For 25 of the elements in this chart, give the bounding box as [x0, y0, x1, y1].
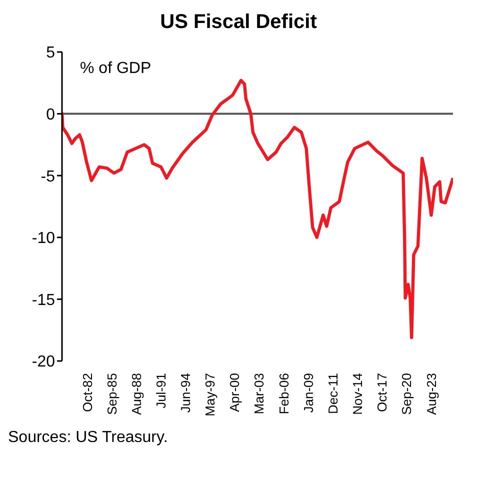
x-tick-label: Oct-82 — [80, 373, 95, 412]
source-note: Sources: US Treasury. — [8, 428, 169, 448]
x-tick-label: Aug-23 — [424, 373, 439, 415]
x-tick-label: Feb-06 — [276, 373, 292, 414]
y-tick-label: 0 — [46, 106, 56, 124]
y-tick-label: 5 — [46, 44, 56, 62]
y-tick-label: -5 — [40, 168, 56, 186]
y-tick-label: -10 — [32, 230, 56, 248]
x-tick-label: Jul-91 — [153, 373, 168, 408]
y-axis-title: % of GDP — [80, 60, 152, 78]
x-tick-label: Nov-14 — [350, 373, 366, 415]
x-tick-label: Aug-88 — [128, 373, 144, 415]
x-tick-label: May-97 — [202, 373, 218, 416]
x-tick-label: Jun-94 — [178, 373, 194, 413]
x-tick-label: Dec-11 — [325, 373, 340, 414]
y-tick-label: -20 — [32, 354, 56, 371]
chart-title: US Fiscal Deficit — [159, 10, 318, 35]
y-tick-label: -15 — [32, 292, 56, 309]
x-tick-label: Oct-17 — [374, 373, 390, 412]
x-tick-label: Jan-09 — [300, 373, 316, 413]
x-tick-label: Sep-20 — [399, 373, 414, 415]
x-tick-label: Mar-03 — [252, 373, 267, 414]
x-tick-label: Apr-00 — [227, 373, 242, 412]
line-series — [62, 78, 453, 340]
x-tick-label: Sep-85 — [104, 373, 120, 415]
